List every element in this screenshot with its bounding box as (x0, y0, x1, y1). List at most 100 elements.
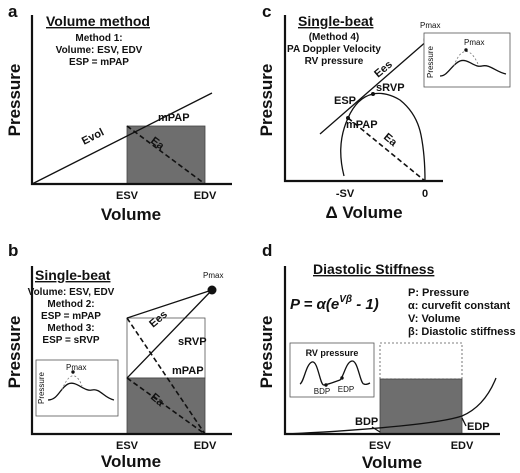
panel-b-ea-line-srvp (126, 317, 206, 435)
panel-d-inset-title: RV pressure (306, 348, 359, 358)
panel-b-note-4: Method 3: (47, 323, 94, 334)
panel-d-inset-bdp-point (324, 383, 328, 387)
panel-c-tick-minus-sv: -SV (336, 188, 355, 200)
panel-b-xlabel: Volume (101, 452, 161, 471)
panel-c-inset-ylabel: Pressure (426, 45, 435, 78)
panel-d-inset: RV pressure BDP EDP (289, 342, 375, 398)
panel-c-esp-label: ESP (334, 95, 356, 107)
panel-b-note-2: Method 2: (47, 299, 94, 310)
panel-d-inset-bdp-label: BDP (314, 387, 330, 396)
panel-b-tick-esv: ESV (116, 440, 139, 452)
panel-b-inset-trace (47, 382, 115, 401)
panel-d-formula: P = α(eVβ - 1) (290, 294, 379, 313)
panel-b-mpap-label: mPAP (172, 365, 204, 377)
panel-c-ea-label: Ea (381, 131, 400, 149)
panel-b-title: Single-beat (35, 267, 111, 283)
panel-c-ylabel: Pressure (257, 64, 276, 137)
panel-a: a Volume method Method 1: Volume: ESV, E… (5, 2, 232, 224)
panel-c-note-1: (Method 4) (309, 32, 360, 43)
panel-b-axes (30, 266, 232, 436)
panel-d-inset-frame (289, 342, 375, 398)
panel-c-ea-line (347, 117, 426, 182)
panel-a-letter: a (8, 2, 18, 21)
panel-a-title: Volume method (46, 13, 150, 29)
panel-a-note-3: ESP = mPAP (69, 57, 129, 68)
panel-c-ees-label: Ees (372, 59, 395, 81)
panel-b-note-5: ESP = sRVP (42, 335, 99, 346)
panel-b-note-1: Volume: ESV, EDV (28, 287, 115, 298)
panel-c-ees-line (319, 39, 429, 135)
panel-d-bdp-pointer (371, 426, 381, 433)
panel-b-note-3: ESP = mPAP (41, 311, 101, 322)
panel-d-stroke-work-area (379, 378, 463, 435)
panel-b-inset-dotted-trace (61, 375, 83, 391)
panel-c-pv-loop (340, 92, 426, 182)
panel-d-inset-edp-point (340, 376, 344, 380)
panel-b-pmax-point (207, 285, 217, 295)
panel-c-tick-zero: 0 (422, 188, 428, 200)
panel-a-ea-line (126, 125, 206, 185)
panel-a-tick-edv: EDV (194, 190, 217, 202)
panel-b-ea-line-mpap (126, 377, 206, 435)
panel-b-pmax-label: Pmax (203, 271, 223, 280)
panel-c-inset-dotted-trace (453, 51, 479, 67)
panel-c-srvp-label: sRVP (376, 82, 405, 94)
panel-d-legend-3: V: Volume (408, 313, 460, 325)
panel-d-formula-base: P = α(e (290, 296, 339, 313)
panel-c-pmax-label: Pmax (420, 21, 440, 30)
panel-b-inset-pmax-label: Pmax (66, 363, 86, 372)
panel-d-edp-pointer (461, 417, 467, 427)
panel-d-axes (283, 266, 500, 436)
panel-a-mpap-label: mPAP (158, 112, 190, 124)
panel-b-inset: Pmax Pressure (35, 359, 119, 417)
panel-c-srvp-point (371, 92, 375, 96)
panel-d-upper-box (379, 342, 463, 380)
panel-c-inset-pmax-label: Pmax (464, 38, 484, 47)
panel-d-title: Diastolic Stiffness (313, 261, 435, 277)
panel-d-formula-exponent: Vβ (339, 294, 352, 305)
panel-a-ylabel: Pressure (5, 64, 24, 137)
panel-c-note-3: RV pressure (305, 56, 364, 67)
panel-c-mpap-label: mPAP (346, 119, 378, 131)
panel-d-tick-esv: ESV (369, 440, 392, 452)
panel-a-axes (30, 15, 232, 186)
panel-d-ylabel: Pressure (257, 316, 276, 389)
panel-b-srvp-label: sRVP (178, 336, 207, 348)
panel-c-axes (283, 15, 443, 183)
panel-a-evol-label: Evol (80, 126, 106, 147)
panel-c-letter: c (262, 2, 271, 21)
panel-b-ylabel: Pressure (5, 316, 24, 389)
panel-a-evol-line (31, 92, 213, 185)
panel-b-inset-pmax-point (71, 370, 75, 374)
panel-d-bdp-label: BDP (355, 416, 378, 428)
panel-b-ees-lower-line (126, 289, 213, 379)
panel-b-srvp-box (126, 317, 206, 379)
panel-d-legend-1: P: Pressure (408, 287, 469, 299)
panel-b-letter: b (8, 241, 18, 260)
panel-c-mpap-point (346, 116, 350, 120)
panel-a-note-1: Method 1: (75, 33, 122, 44)
panel-c-inset-trace (439, 59, 507, 77)
panel-a-xlabel: Volume (101, 205, 161, 224)
panel-d-tick-edv: EDV (451, 440, 474, 452)
panel-b-tick-edv: EDV (194, 440, 217, 452)
panel-b-inset-ylabel: Pressure (37, 371, 46, 404)
panel-b-ees-upper-line (126, 289, 213, 319)
panel-d-formula-rest: - 1) (352, 296, 379, 313)
panel-b: b Single-beat Volume: ESV, EDV Method 2:… (5, 241, 232, 471)
panel-b-inset-frame (35, 359, 119, 417)
panel-c-inset-frame (423, 32, 511, 88)
panel-a-note-2: Volume: ESV, EDV (56, 45, 143, 56)
panel-d-inset-edp-label: EDP (338, 385, 354, 394)
panel-d-legend-2: α: curvefit constant (408, 300, 510, 312)
panel-d-xlabel: Volume (362, 453, 422, 472)
panel-a-tick-esv: ESV (116, 190, 139, 202)
panel-d-legend-4: β: Diastolic stiffness (408, 326, 516, 338)
panel-c-note-2: PA Doppler Velocity (287, 44, 381, 55)
panel-c-inset: Pmax Pressure (423, 32, 511, 88)
panel-d-edp-label: EDP (467, 421, 490, 433)
panel-c: c Single-beat (Method 4) PA Doppler Velo… (257, 2, 511, 222)
panel-c-xlabel: Δ Volume (325, 203, 402, 222)
panel-d: d Diastolic Stiffness P = α(eVβ - 1) P: … (257, 241, 516, 472)
